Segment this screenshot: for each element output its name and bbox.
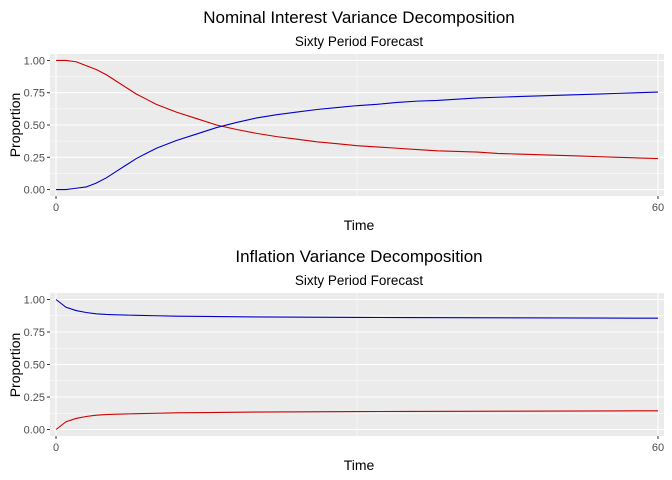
y-tick-label: 0.50 — [24, 360, 45, 372]
x-axis-label: Time — [344, 217, 375, 233]
x-tick-label: 60 — [652, 202, 664, 214]
series-line-1 — [56, 91, 658, 191]
y-axis-label: Proportion — [7, 333, 23, 398]
y-tick-label: 0.00 — [24, 185, 45, 197]
plot-area: 0.00 0.25 0.50 0.75 1.00 0 60 — [24, 293, 664, 454]
x-tick-label: 0 — [53, 202, 59, 214]
series-line-0 — [56, 59, 658, 160]
x-axis-label: Time — [344, 457, 375, 473]
y-tick-label: 1.00 — [24, 55, 45, 67]
series-line-1 — [55, 410, 658, 430]
y-tick-label: 0.00 — [24, 425, 45, 437]
y-tick-label: 0.50 — [24, 120, 45, 132]
y-tick-label: 0.75 — [24, 327, 45, 339]
y-tick-label: 0.25 — [24, 152, 45, 164]
chart-subtitle: Sixty Period Forecast — [295, 34, 424, 49]
chart-nominal-interest: Nominal Interest Variance Decomposition … — [7, 8, 664, 233]
plot-area: 0.00 0.25 0.50 0.75 1.00 0 60 — [24, 54, 664, 214]
y-tick-label: 0.75 — [24, 88, 45, 100]
y-axis-label: Proportion — [7, 93, 23, 158]
series-line-0 — [55, 299, 658, 319]
chart-inflation: Inflation Variance Decomposition Sixty P… — [7, 247, 664, 473]
chart-title: Inflation Variance Decomposition — [235, 247, 482, 266]
x-tick-label: 0 — [53, 442, 59, 454]
chart-title: Nominal Interest Variance Decomposition — [203, 8, 515, 27]
chart-subtitle: Sixty Period Forecast — [295, 273, 424, 288]
y-tick-label: 1.00 — [24, 295, 45, 307]
x-tick-label: 60 — [652, 442, 664, 454]
y-tick-label: 0.25 — [24, 392, 45, 404]
